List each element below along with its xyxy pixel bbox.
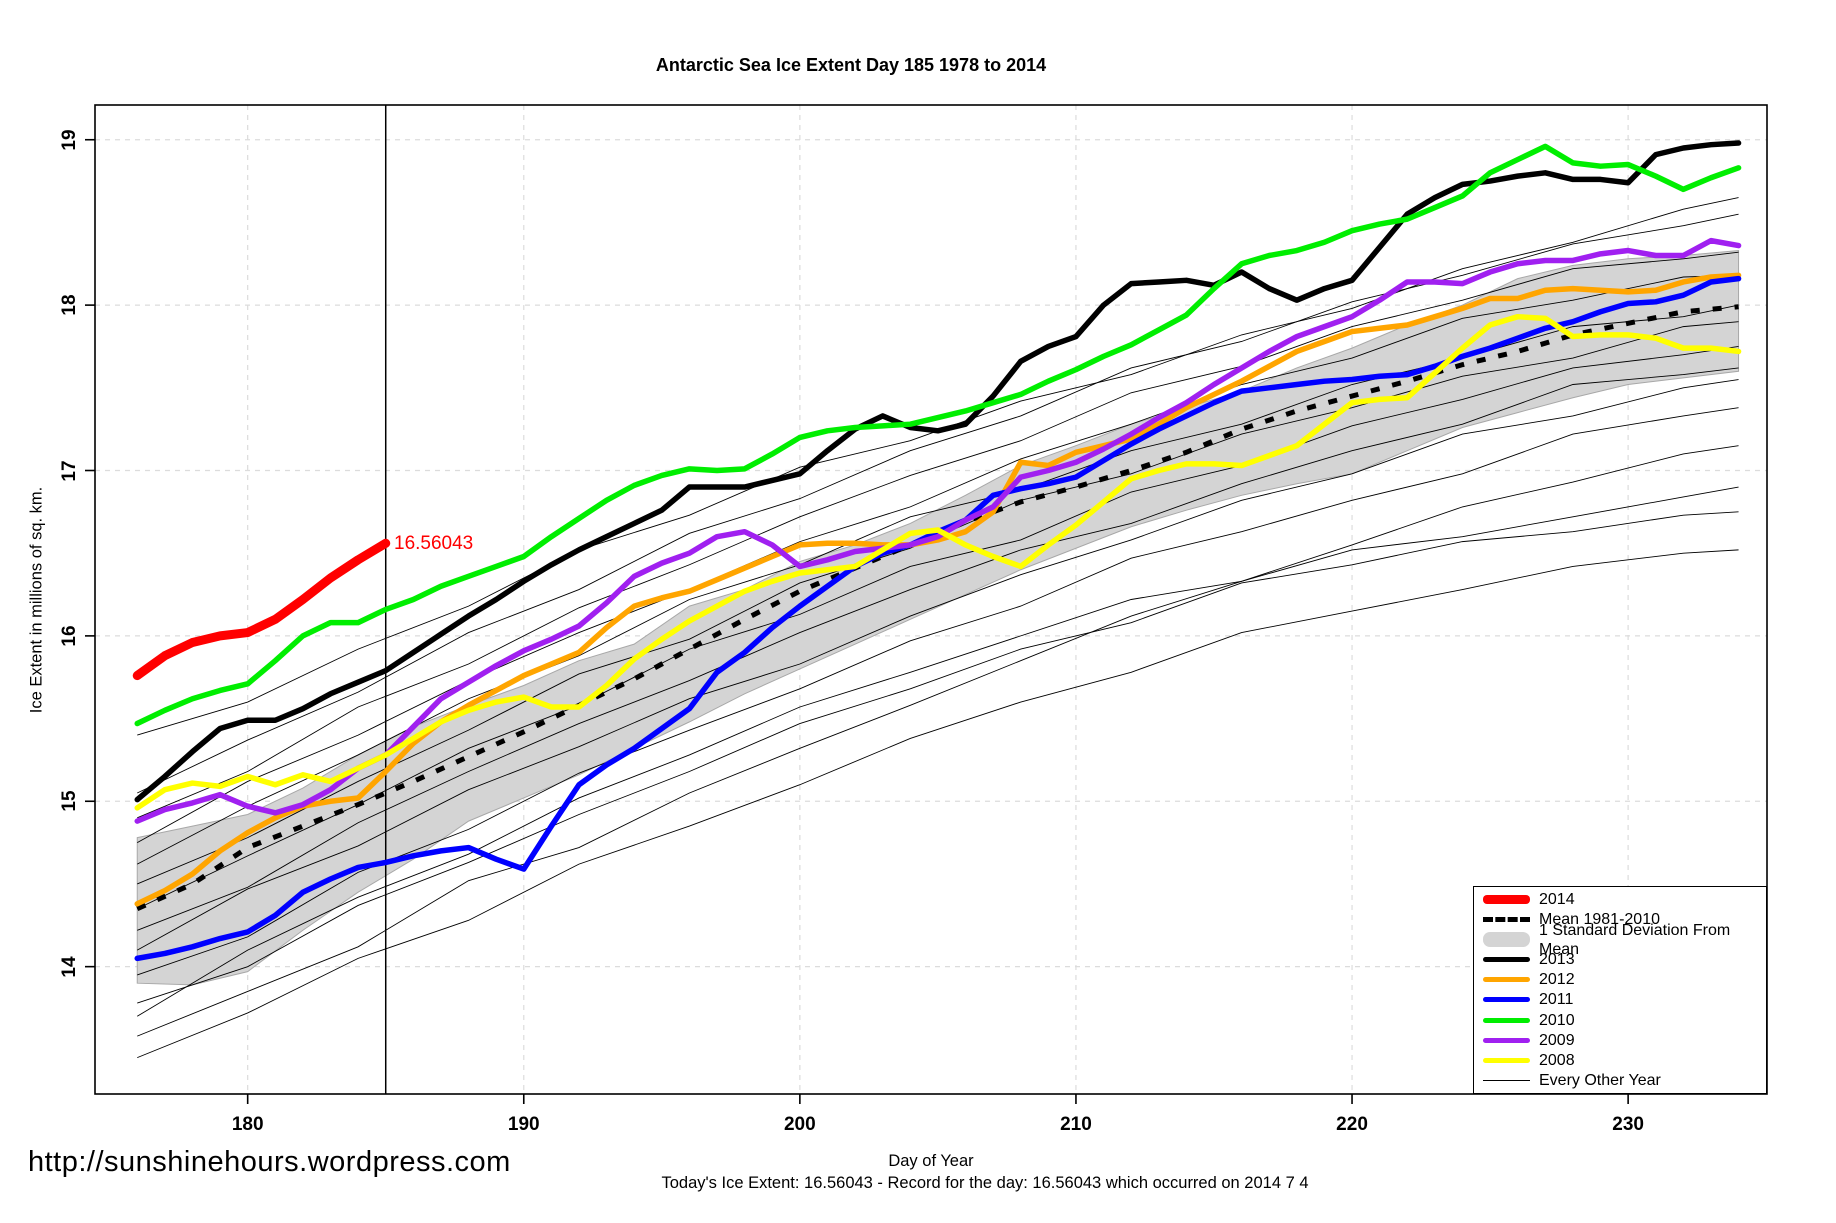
legend-swatch bbox=[1483, 1057, 1530, 1063]
x-tick-label-220: 220 bbox=[1336, 1114, 1368, 1135]
x-tick-label-230: 230 bbox=[1612, 1114, 1644, 1135]
legend-item-2013: 2013 bbox=[1474, 950, 1766, 969]
series-2013 bbox=[134, 140, 1742, 803]
legend-label: 2011 bbox=[1539, 991, 1574, 1009]
legend-swatch bbox=[1483, 1079, 1530, 1081]
chart-title: Antarctic Sea Ice Extent Day 185 1978 to… bbox=[655, 55, 1047, 75]
every-other-year-line bbox=[137, 445, 1739, 1017]
y-tick-label-14: 14 bbox=[59, 956, 80, 978]
tick-marks bbox=[85, 138, 1629, 1104]
series-2014 bbox=[132, 538, 391, 681]
x-tick-label-190: 190 bbox=[507, 1114, 540, 1135]
legend-label: 2013 bbox=[1539, 951, 1575, 969]
every-other-year-line bbox=[137, 367, 1739, 931]
legend-item-mean-1981-2010: Mean 1981-2010 bbox=[1474, 910, 1766, 929]
legend-swatch bbox=[1483, 1017, 1530, 1023]
every-other-year-line bbox=[137, 213, 1739, 794]
legend-swatch bbox=[1483, 932, 1530, 948]
every-other-year-line bbox=[137, 346, 1739, 910]
site-url: http://sunshinehours.wordpress.com bbox=[28, 1146, 511, 1178]
plot-area bbox=[132, 105, 1742, 1094]
series-2012 bbox=[134, 272, 1742, 907]
legend-label: Mean 1981-2010 bbox=[1539, 911, 1660, 929]
every-other-year-line bbox=[137, 251, 1739, 819]
footer-note: Today's Ice Extent: 16.56043 - Record fo… bbox=[661, 1174, 1309, 1192]
y-axis-title: Ice Extent in millions of sq. km. bbox=[27, 486, 46, 714]
series-2008 bbox=[134, 313, 1742, 811]
every-other-year-line bbox=[137, 321, 1739, 885]
y-tick-label-17: 17 bbox=[59, 459, 80, 482]
legend-item-2010: 2010 bbox=[1474, 1011, 1766, 1030]
legend-item-2012: 2012 bbox=[1474, 970, 1766, 989]
legend-swatch bbox=[1483, 957, 1530, 963]
every-other-year-line bbox=[137, 549, 1739, 1059]
x-axis-title: Day of Year bbox=[888, 1152, 974, 1170]
legend-item-2014: 2014 bbox=[1474, 890, 1766, 909]
x-tick-label-210: 210 bbox=[1060, 1114, 1092, 1135]
every-other-year-line bbox=[137, 407, 1739, 976]
legend-label: 2014 bbox=[1539, 891, 1575, 909]
legend-box: 2014 Mean 1981-2010 1 Standard Deviation F… bbox=[1473, 886, 1767, 1094]
legend-label: 2012 bbox=[1539, 971, 1575, 989]
legend-label: 2009 bbox=[1539, 1031, 1575, 1049]
x-tick-label-200: 200 bbox=[783, 1114, 816, 1135]
every-other-year-line bbox=[137, 274, 1739, 844]
record-value-annotation: 16.56043 bbox=[394, 533, 474, 554]
legend-item-1-standard-deviation-from-mean: 1 Standard Deviation From Mean bbox=[1474, 922, 1766, 958]
x-tick-label-180: 180 bbox=[231, 1114, 264, 1135]
legend-swatch bbox=[1483, 917, 1530, 923]
series-2009 bbox=[134, 237, 1742, 824]
y-tick-label-19: 19 bbox=[59, 129, 80, 151]
legend-swatch bbox=[1483, 997, 1530, 1003]
every-other-year-line bbox=[137, 511, 1739, 1004]
legend-label: 2010 bbox=[1539, 1011, 1575, 1029]
series-2010 bbox=[134, 143, 1742, 727]
legend-label: 2008 bbox=[1539, 1051, 1575, 1069]
legend-item-every-other-year: Every Other Year bbox=[1474, 1071, 1766, 1090]
legend-item-2009: 2009 bbox=[1474, 1031, 1766, 1050]
legend-swatch bbox=[1483, 977, 1530, 983]
every-other-year-line bbox=[137, 486, 1739, 1037]
legend-swatch bbox=[1483, 895, 1530, 905]
y-tick-label-15: 15 bbox=[59, 790, 80, 812]
legend-label: Every Other Year bbox=[1539, 1071, 1661, 1089]
legend-item-2011: 2011 bbox=[1474, 990, 1766, 1009]
y-tick-label-16: 16 bbox=[59, 625, 80, 647]
legend-item-2008: 2008 bbox=[1474, 1051, 1766, 1070]
y-tick-label-18: 18 bbox=[59, 294, 80, 316]
every-other-year-line bbox=[137, 379, 1739, 951]
plot-border bbox=[94, 104, 1768, 1095]
legend-label: 1 Standard Deviation From Mean bbox=[1539, 921, 1731, 958]
std-deviation-band bbox=[136, 249, 1740, 986]
legend-swatch bbox=[1483, 1037, 1530, 1043]
